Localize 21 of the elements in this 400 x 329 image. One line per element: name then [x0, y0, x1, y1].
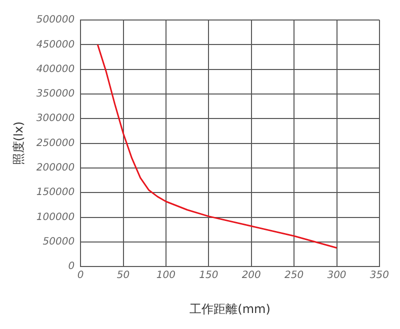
- y-tick-label: 350000: [36, 88, 75, 100]
- y-tick-label: 400000: [36, 64, 75, 75]
- y-tick-label: 250000: [36, 138, 75, 149]
- x-tick-label: 50: [116, 270, 130, 282]
- x-tick-label: 100: [156, 270, 176, 282]
- x-tick-label: 300: [327, 270, 346, 282]
- y-tick-label: 50000: [42, 236, 75, 248]
- x-tick-label: 350: [370, 270, 390, 282]
- y-tick-label: 0: [68, 261, 75, 272]
- y-tick-label: 200000: [36, 162, 75, 174]
- y-axis-title: 照度(lx): [11, 121, 26, 166]
- x-tick-label: 250: [284, 270, 304, 282]
- y-tick-label: 300000: [36, 113, 75, 124]
- y-tick-label: 450000: [36, 39, 75, 50]
- x-tick-label: 200: [242, 270, 261, 282]
- y-tick-label: 100000: [36, 212, 75, 223]
- y-tick-label: 150000: [36, 187, 75, 198]
- y-tick-label: 500000: [36, 14, 75, 26]
- x-tick-label: 150: [199, 270, 218, 282]
- x-axis-title: 工作距離(mm): [190, 302, 270, 316]
- x-tick-label: 0: [77, 270, 84, 282]
